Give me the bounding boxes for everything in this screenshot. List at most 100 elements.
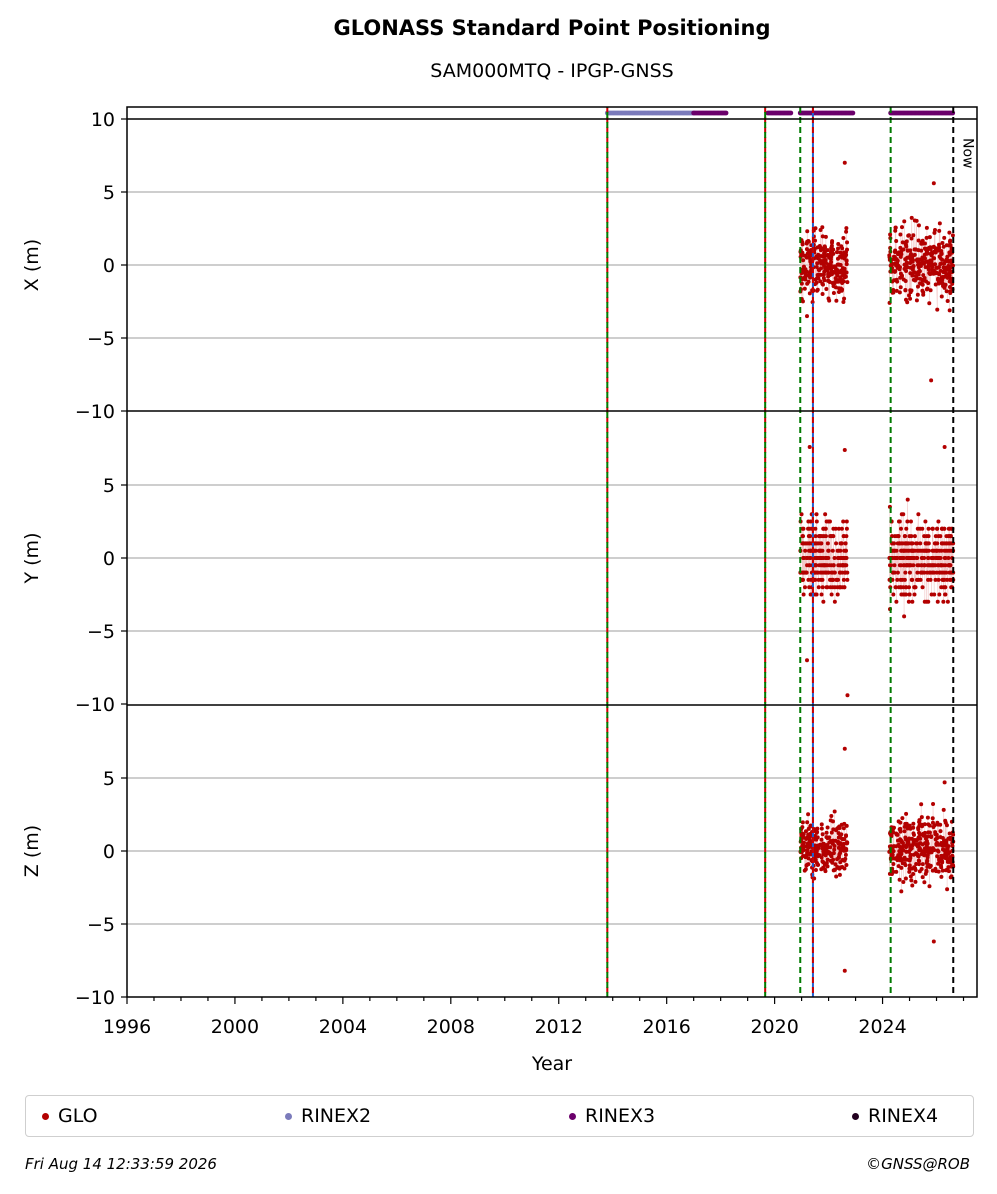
glo-point [840, 246, 845, 251]
glo-point [804, 570, 809, 575]
glo-point [820, 548, 825, 553]
glo-point [895, 556, 900, 560]
glo-point [941, 599, 946, 604]
glo-point [818, 272, 823, 277]
glo-point [918, 541, 923, 546]
y-tick-label: 5 [103, 768, 115, 790]
glo-point [844, 258, 849, 263]
glo-outlier [842, 746, 847, 751]
glo-point [842, 296, 847, 301]
glo-point [904, 592, 909, 597]
glo-point [932, 823, 937, 828]
glo-point [904, 526, 909, 531]
glo-point [917, 859, 922, 864]
glo-point [800, 250, 805, 255]
glo-point [897, 290, 902, 295]
glo-point [819, 592, 824, 597]
glo-point [933, 577, 938, 582]
glo-point [920, 862, 925, 867]
glo-point [919, 248, 924, 253]
y-tick-label: 0 [103, 255, 115, 277]
glo-point [894, 869, 899, 874]
glo-point [829, 254, 834, 259]
rinex-point [788, 110, 794, 116]
glo-point [940, 257, 945, 262]
glo-point [842, 585, 847, 590]
glo-point [947, 284, 952, 289]
glo-point [828, 845, 833, 850]
glo-point [925, 286, 930, 291]
glo-point [930, 526, 935, 531]
glo-point [904, 269, 909, 274]
glo-point [831, 251, 836, 256]
glo-point [937, 272, 942, 277]
x-axis-label: Year [531, 1053, 572, 1075]
glo-point [923, 519, 928, 524]
glo-point [820, 585, 825, 590]
legend-marker [42, 1112, 49, 1120]
glo-point [928, 288, 933, 293]
glo-point [907, 592, 912, 597]
glo-point [947, 230, 952, 235]
glo-point [935, 835, 940, 840]
glo-point [800, 577, 805, 582]
glo-point [918, 577, 923, 582]
glo-point [920, 585, 925, 590]
glo-point [825, 248, 830, 253]
glo-point [891, 290, 896, 295]
glo-point [924, 225, 929, 230]
glo-point [899, 563, 904, 568]
glo-point [929, 850, 934, 855]
glo-point [928, 863, 933, 868]
glo-point [820, 282, 825, 287]
glo-point [900, 840, 905, 845]
y-tick-label: 5 [103, 475, 115, 497]
glo-point [836, 246, 841, 251]
glo-point [800, 825, 805, 830]
glo-point [905, 519, 910, 524]
legend: GLO RINEX2 RINEX3 RINEX4 [25, 1095, 974, 1137]
glo-point [950, 233, 955, 238]
glo-point [902, 614, 907, 619]
glo-point [938, 822, 943, 827]
glo-point [831, 291, 836, 296]
glo-point [814, 280, 819, 285]
glo-point [922, 570, 927, 575]
glo-point [889, 563, 894, 568]
glo-point [899, 865, 904, 870]
glo-point [948, 563, 953, 568]
glo-point [919, 867, 924, 872]
glo-point [841, 519, 846, 524]
glo-point [801, 848, 806, 853]
glo-point [823, 512, 828, 517]
glo-point [895, 832, 900, 837]
y-tick-label: −10 [75, 401, 115, 423]
glo-point [893, 269, 898, 274]
glo-point [927, 823, 932, 828]
glo-point [820, 577, 825, 582]
glo-point [943, 592, 948, 597]
rinex-point [850, 110, 856, 116]
glo-point [895, 570, 900, 575]
glo-point [911, 872, 916, 877]
glo-point [898, 829, 903, 834]
glo-point [939, 261, 944, 266]
glo-point [930, 816, 935, 821]
glo-point [947, 273, 952, 278]
glo-point [801, 534, 806, 539]
glo-point [893, 585, 898, 590]
y-tick-label: −5 [87, 914, 115, 936]
glo-point [904, 811, 909, 816]
glo-point [909, 236, 914, 241]
glo-point [941, 244, 946, 249]
glo-outlier [942, 445, 947, 450]
glo-point [909, 215, 914, 220]
glo-point [825, 864, 830, 869]
glo-point [907, 293, 912, 298]
glo-point [805, 820, 810, 825]
y-tick-label: −10 [75, 987, 115, 1009]
glo-point [903, 288, 908, 293]
glo-point [932, 227, 937, 232]
glo-point [801, 840, 806, 845]
glo-outlier [845, 693, 850, 698]
